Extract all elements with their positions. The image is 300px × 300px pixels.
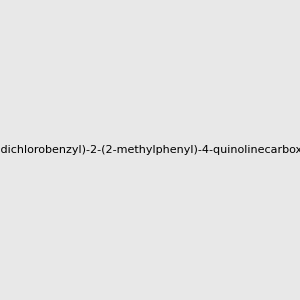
Text: N-(2,4-dichlorobenzyl)-2-(2-methylphenyl)-4-quinolinecarboxamide: N-(2,4-dichlorobenzyl)-2-(2-methylphenyl…	[0, 145, 300, 155]
